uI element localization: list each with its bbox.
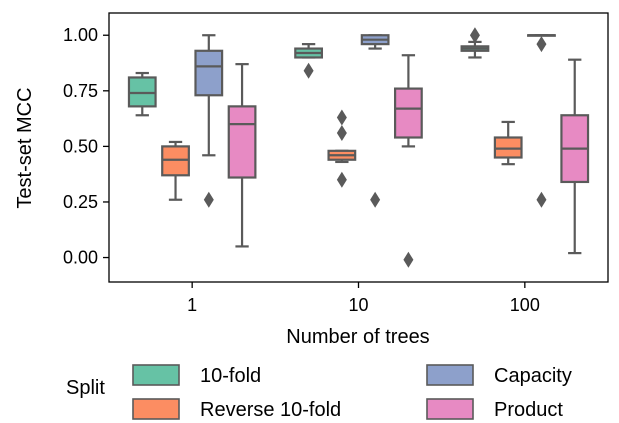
legend-swatch <box>132 398 180 420</box>
x-axis-label: Number of trees <box>286 326 429 348</box>
x-tick-label: 10 <box>348 295 368 315</box>
legend-title: Split <box>66 377 105 399</box>
y-tick-label: 0.25 <box>63 192 98 212</box>
box-product <box>227 63 257 248</box>
outlier-point <box>203 191 214 208</box>
box-reverse-10-fold <box>493 120 523 166</box>
y-tick-label: 0.75 <box>63 81 98 101</box>
legend-item: 10-fold <box>132 364 261 387</box>
legend-item: Product <box>426 398 563 421</box>
x-axis-ticks: 1 10 100 <box>187 282 540 315</box>
outlier-point <box>536 36 547 53</box>
legend-label: Reverse 10-fold <box>200 399 341 421</box>
legend-swatch <box>426 398 474 420</box>
legend-swatch <box>426 364 474 386</box>
box-product <box>560 58 590 255</box>
outlier-point <box>536 191 547 208</box>
box-iqr <box>127 76 157 108</box>
outlier-point <box>303 62 314 79</box>
legend-label: Product <box>494 399 563 421</box>
outlier-point <box>469 27 480 44</box>
outlier-point <box>370 191 381 208</box>
y-tick-label: 0.50 <box>63 136 98 156</box>
outlier-point <box>336 109 347 126</box>
box-product <box>393 54 423 268</box>
box-10-fold <box>294 43 324 79</box>
y-axis-label: Test-set MCC <box>14 87 36 208</box>
box-iqr <box>161 145 190 177</box>
box-capacity <box>360 34 390 208</box>
box-iqr <box>194 49 224 97</box>
box-capacity <box>194 34 224 208</box>
plot-marks <box>127 27 590 268</box>
y-axis-ticks: 0.00 0.25 0.50 0.75 1.00 <box>63 25 109 268</box>
legend: Split 10-fold Reverse 10-fold Capacity Prod… <box>66 364 572 421</box>
legend-label: 10-fold <box>200 365 261 387</box>
box-capacity <box>527 34 556 208</box>
y-tick-label: 1.00 <box>63 25 98 45</box>
legend-item: Capacity <box>426 364 572 387</box>
box-reverse-10-fold <box>327 109 357 188</box>
x-tick-label: 100 <box>510 295 540 315</box>
box-iqr <box>393 87 423 139</box>
legend-label: Capacity <box>494 365 572 387</box>
box-10-fold <box>127 71 157 117</box>
box-reverse-10-fold <box>161 140 190 201</box>
legend-item: Reverse 10-fold <box>132 398 341 421</box>
legend-items: 10-fold Reverse 10-fold Capacity Product <box>132 364 572 421</box>
outlier-point <box>336 125 347 142</box>
outlier-point <box>403 251 414 268</box>
box-10-fold <box>460 27 490 59</box>
legend-swatch <box>132 364 180 386</box>
box-iqr <box>493 136 523 159</box>
x-tick-label: 1 <box>187 295 197 315</box>
box-iqr <box>227 105 257 179</box>
y-tick-label: 0.00 <box>63 248 98 268</box>
outlier-point <box>336 171 347 188</box>
